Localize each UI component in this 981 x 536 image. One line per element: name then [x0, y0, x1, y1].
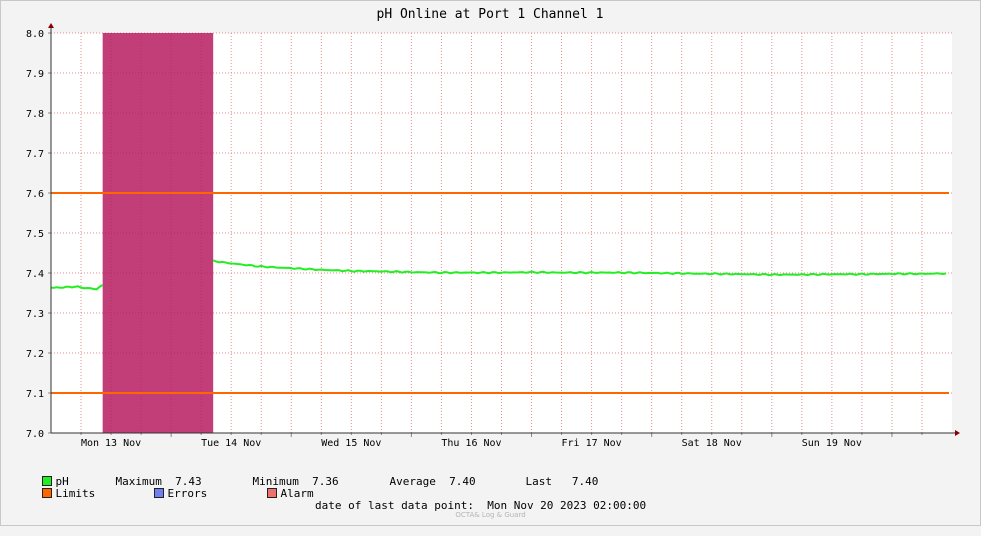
y-tick-label: 7.7: [26, 149, 44, 160]
plot-area: 7.0 7.1 7.2 7.3 7.4 7.5 7.6 7.7 7.8 7.9 8.0 Mon 13 …: [26, 23, 960, 449]
legend-ph-label: pH: [55, 475, 69, 488]
last-data-point-value: Mon Nov 20 2023 02:00:00: [487, 499, 647, 512]
y-tick-label: 7.5: [26, 229, 44, 240]
last-data-point: date of last data point: Mon Nov 20 2023…: [315, 499, 646, 512]
legend-row-categories: Limits Errors Alarm: [15, 476, 314, 500]
y-axis-arrow-icon: [48, 23, 54, 28]
legend-limits-label: Limits: [55, 487, 96, 500]
x-tick-label: Wed 15 Nov: [321, 438, 381, 449]
errors-swatch-icon: [153, 488, 164, 498]
y-tick-label: 8.0: [26, 29, 44, 40]
x-tick-label: Mon 13 Nov: [81, 438, 141, 449]
legend-average-value: 7.40: [449, 475, 476, 488]
x-tick-label: Fri 17 Nov: [561, 438, 621, 449]
series-line-ph: [212, 259, 947, 277]
legend-maximum-value: 7.43: [175, 475, 202, 488]
x-tick-label: Sun 19 Nov: [802, 438, 862, 449]
x-tick-label: Tue 14 Nov: [201, 438, 261, 449]
legend-last-label: Last: [525, 475, 553, 488]
y-tick-label: 7.0: [26, 429, 44, 440]
legend-average-label: Average: [389, 475, 436, 488]
legend-errors-label: Errors: [167, 487, 208, 500]
alarm-band: [102, 33, 214, 433]
legend-minimum-label: Minimum: [252, 475, 299, 488]
y-tick-label: 7.8: [26, 109, 44, 120]
chart-title: pH Online at Port 1 Channel 1: [377, 7, 604, 22]
y-tick-label: 7.1: [26, 389, 44, 400]
y-tick-label: 7.2: [26, 349, 44, 360]
legend-minimum-value: 7.36: [312, 475, 339, 488]
y-tick-label: 7.4: [26, 269, 44, 280]
alarm-swatch-icon: [266, 488, 277, 498]
series-line-ph: [50, 284, 104, 291]
y-tick-label: 7.9: [26, 69, 44, 80]
legend-maximum-label: Maximum: [115, 475, 162, 488]
y-tick-label: 7.6: [26, 189, 44, 200]
legend-last-value: 7.40: [571, 475, 599, 488]
limits-swatch-icon: [41, 488, 52, 498]
watermark: OCTA& Log & Guard: [455, 511, 526, 519]
ph-swatch-icon: [41, 476, 52, 486]
legend-row-ph: pH Maximum 7.43 Minimum 7.36 Average 7.4…: [15, 464, 598, 488]
y-tick-label: 7.3: [26, 309, 44, 320]
x-tick-label: Sat 18 Nov: [682, 438, 742, 449]
legend-alarm-label: Alarm: [280, 487, 314, 500]
last-data-point-label: date of last data point:: [315, 499, 474, 512]
x-tick-label: Thu 16 Nov: [441, 438, 501, 449]
x-axis-arrow-icon: [955, 430, 960, 436]
